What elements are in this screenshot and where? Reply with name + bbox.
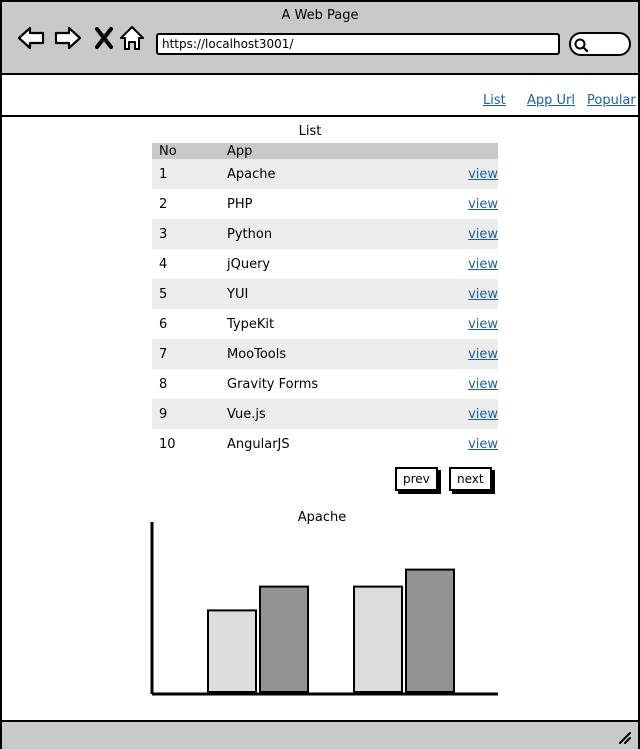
row-app-name: Vue.js [220, 399, 431, 429]
chart-bar-1-series-2 [259, 585, 309, 693]
next-button[interactable]: next [449, 467, 492, 491]
view-link[interactable]: view [468, 286, 498, 302]
apps-table: No App 1 Apache view 2 PHP view 3 Python… [152, 143, 498, 459]
row-app-name: Gravity Forms [227, 376, 319, 392]
row-app-name: YUI [220, 279, 431, 309]
row-number: 6 [159, 316, 168, 332]
bar-chart [150, 522, 498, 696]
stop-icon[interactable] [92, 24, 120, 52]
row-app-name: MooTools [220, 339, 431, 369]
table-row: 8 Gravity Forms view [152, 369, 498, 399]
view-link[interactable]: view [468, 256, 498, 272]
row-number: 3 [152, 219, 220, 249]
table-header-row: No App [152, 143, 498, 159]
view-link[interactable]: view [468, 316, 498, 332]
table-row: 6 TypeKit view [152, 309, 498, 339]
home-icon[interactable] [118, 24, 146, 52]
search-field[interactable] [569, 32, 631, 56]
prev-button[interactable]: prev [395, 467, 438, 491]
chart-bar-2-series-2 [405, 568, 455, 693]
row-app-name: Apache [220, 159, 431, 189]
row-app-name: AngularJS [227, 436, 290, 452]
url-input[interactable]: https://localhost3001/ [156, 33, 560, 55]
row-app-name: TypeKit [227, 316, 275, 332]
row-number: 4 [159, 256, 168, 272]
chart-bar-2-series-1 [353, 585, 403, 693]
view-link[interactable]: view [468, 196, 498, 212]
search-icon [574, 38, 589, 53]
chart-title: Apache [297, 510, 347, 525]
row-app-name: jQuery [227, 256, 271, 272]
window-title: A Web Page [281, 8, 359, 23]
nav-link-list[interactable]: List [483, 93, 506, 108]
row-number: 9 [152, 399, 220, 429]
table-row: 3 Python view [152, 219, 498, 249]
back-icon[interactable] [17, 24, 45, 52]
table-row: 1 Apache view [152, 159, 498, 189]
forward-icon[interactable] [54, 24, 82, 52]
row-app-name: PHP [227, 196, 253, 212]
list-title: List [298, 124, 322, 139]
table-row: 5 YUI view [152, 279, 498, 309]
view-link[interactable]: view [468, 376, 498, 392]
row-number: 1 [152, 159, 220, 189]
column-header-no: No [152, 143, 220, 159]
view-link[interactable]: view [468, 436, 498, 452]
table-row: 7 MooTools view [152, 339, 498, 369]
table-row: 9 Vue.js view [152, 399, 498, 429]
table-row: 2 PHP view [152, 189, 498, 219]
view-link[interactable]: view [468, 346, 498, 362]
column-header-action [431, 143, 498, 159]
chart-bar-1-series-1 [207, 609, 257, 693]
browser-statusbar [2, 720, 638, 749]
top-navigation: List App Url Popular [2, 75, 638, 117]
nav-link-app-url[interactable]: App Url [527, 93, 576, 108]
row-number: 5 [152, 279, 220, 309]
row-app-name: Python [220, 219, 431, 249]
table-row: 10 AngularJS view [152, 429, 498, 459]
row-number: 10 [159, 436, 176, 452]
row-number: 8 [159, 376, 168, 392]
column-header-app: App [220, 143, 431, 159]
resize-grip-icon[interactable] [616, 729, 632, 745]
row-number: 2 [159, 196, 168, 212]
view-link[interactable]: view [468, 226, 498, 242]
browser-titlebar: A Web Page https://localhost3001/ [2, 2, 638, 75]
table-row: 4 jQuery view [152, 249, 498, 279]
view-link[interactable]: view [468, 166, 498, 182]
nav-link-popular[interactable]: Popular [587, 93, 636, 108]
view-link[interactable]: view [468, 406, 498, 422]
row-number: 7 [152, 339, 220, 369]
